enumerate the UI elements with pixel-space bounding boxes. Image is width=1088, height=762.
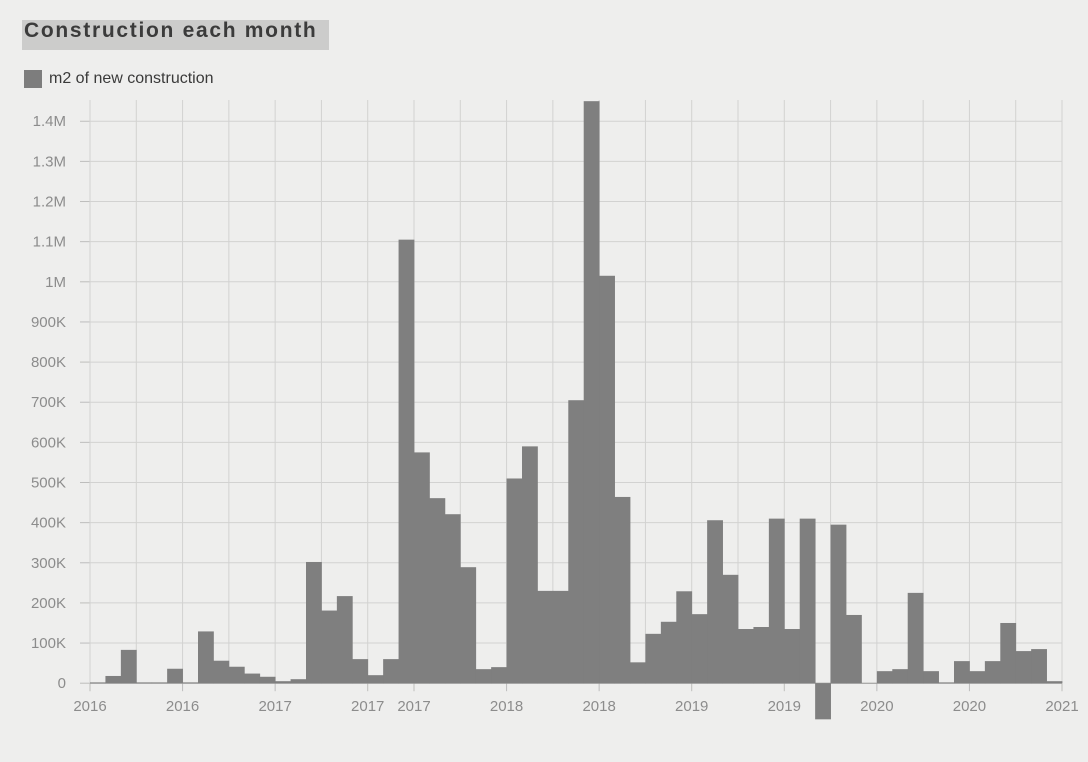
svg-text:2020: 2020 [953,698,986,715]
svg-text:400K: 400K [31,515,66,532]
svg-text:700K: 700K [31,394,66,411]
svg-text:2020: 2020 [860,698,893,715]
svg-text:2017: 2017 [351,698,384,715]
svg-text:800K: 800K [31,354,66,371]
svg-text:2017: 2017 [397,698,430,715]
svg-text:2016: 2016 [73,698,106,715]
svg-text:500K: 500K [31,475,66,492]
svg-text:1.4M: 1.4M [33,113,66,130]
svg-text:1.2M: 1.2M [33,194,66,211]
svg-text:1M: 1M [45,274,66,291]
svg-text:2018: 2018 [490,698,523,715]
svg-text:2017: 2017 [258,698,291,715]
svg-text:0: 0 [58,675,66,692]
svg-text:2019: 2019 [768,698,801,715]
svg-text:900K: 900K [31,314,66,331]
svg-text:2019: 2019 [675,698,708,715]
svg-text:2018: 2018 [582,698,615,715]
svg-text:100K: 100K [31,635,66,652]
svg-text:300K: 300K [31,555,66,572]
svg-text:1.3M: 1.3M [33,153,66,170]
svg-text:600K: 600K [31,434,66,451]
svg-text:200K: 200K [31,595,66,612]
svg-text:2016: 2016 [166,698,199,715]
svg-text:1.1M: 1.1M [33,234,66,251]
svg-text:2021: 2021 [1045,698,1078,715]
